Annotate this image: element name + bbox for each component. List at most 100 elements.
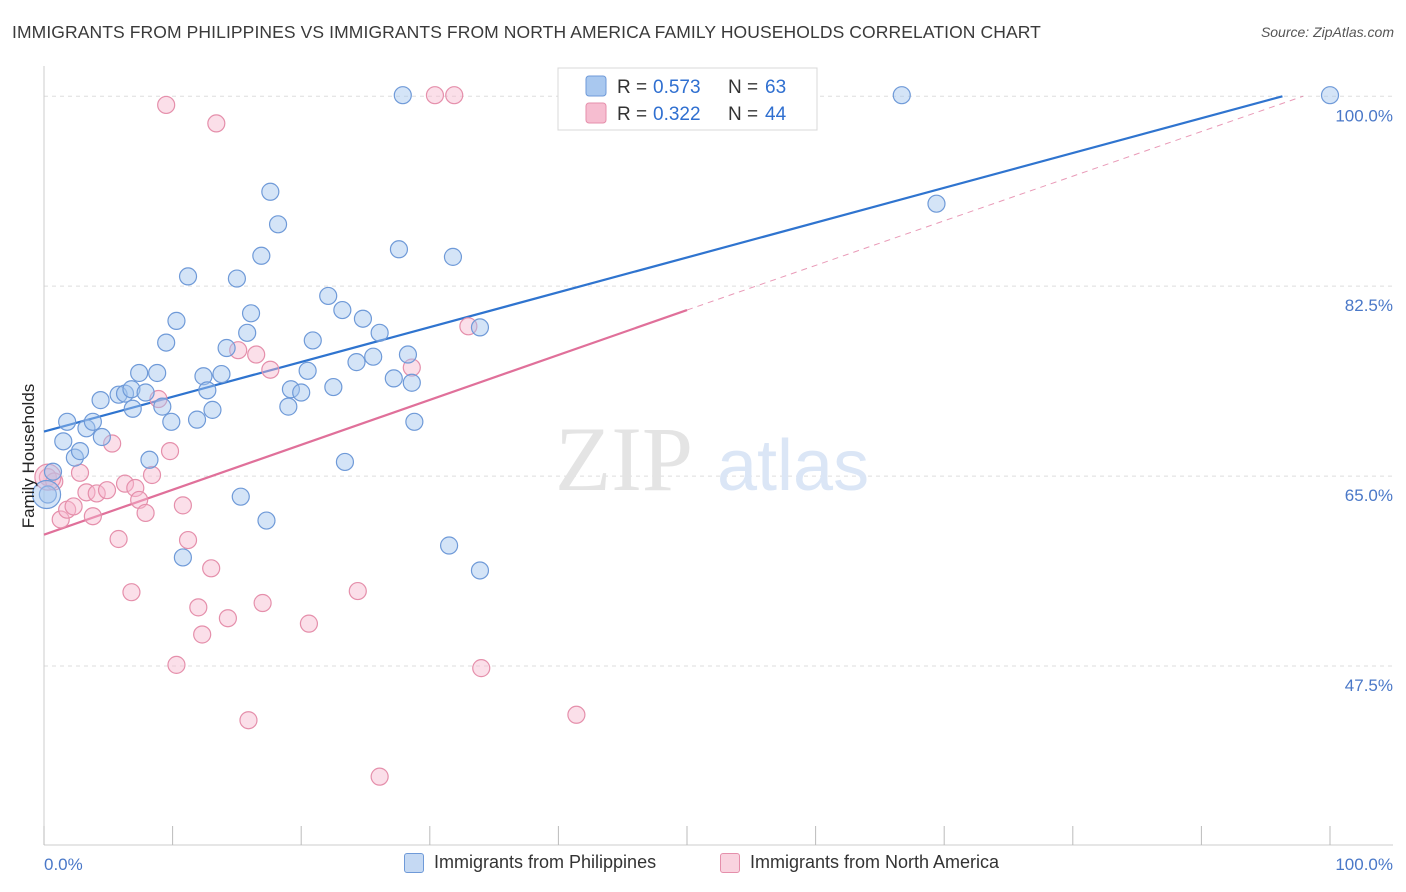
legend-r-value-2: 0.322 <box>653 104 701 125</box>
philippines-point-5 <box>70 442 90 461</box>
philippines-point-39 <box>281 380 301 399</box>
philippines-point-25 <box>194 367 213 386</box>
philippines-point-15 <box>136 383 155 402</box>
north-america-point-38 <box>425 86 445 105</box>
north-america-point-32 <box>253 593 272 613</box>
philippines-point-32 <box>238 323 257 342</box>
bottom-legend-swatch-north-america <box>720 852 740 873</box>
north-america-point-4 <box>64 497 83 516</box>
philippines-point-38 <box>279 397 298 416</box>
north-america-point-12 <box>115 474 135 493</box>
chart-title: IMMIGRANTS FROM PHILIPPINES VS IMMIGRANT… <box>12 22 1041 42</box>
north-america-point-27 <box>207 114 226 133</box>
bottom-legend-label-philippines: Immigrants from Philippines <box>434 852 657 872</box>
legend: R = 0.573 N = 63 R = 0.322 N = 44 <box>557 67 818 131</box>
philippines-point-43 <box>319 286 338 306</box>
series-philippines <box>31 86 1340 580</box>
philippines-point-16 <box>140 450 159 469</box>
north-america-point-7 <box>83 507 102 526</box>
philippines-point-3 <box>58 412 77 431</box>
north-america-point-20 <box>160 442 180 461</box>
philippines-point-18 <box>153 397 172 416</box>
north-america-point-9 <box>97 481 117 500</box>
philippines-point-36 <box>261 182 280 201</box>
legend-r-label-1: R = <box>617 77 647 98</box>
legend-r-label-2: R = <box>617 104 647 125</box>
y-tick-label-3: 47.5% <box>1345 676 1393 695</box>
north-america-point-large <box>34 463 62 491</box>
north-america-point-21 <box>167 655 186 674</box>
philippines-point-34 <box>252 246 271 265</box>
north-america-point-19 <box>157 95 176 115</box>
philippines-point-27 <box>203 400 222 419</box>
legend-n-value-1: 63 <box>765 77 786 98</box>
philippines-point-59 <box>470 561 490 580</box>
legend-n-label-1: N = <box>728 77 758 98</box>
philippines-point-12 <box>122 380 141 399</box>
philippines-point-53 <box>393 86 412 105</box>
philippines-point-57 <box>439 536 459 555</box>
philippines-point-23 <box>178 267 198 286</box>
watermark-zip: ZIP <box>555 408 693 510</box>
north-america-point-2 <box>51 510 70 529</box>
grid <box>44 95 1393 667</box>
philippines-point-52 <box>389 240 409 259</box>
source-label: Source: ZipAtlas.com <box>1260 24 1394 40</box>
philippines-point-54 <box>398 345 418 364</box>
legend-swatch-philippines <box>585 75 607 97</box>
philippines-point-20 <box>162 412 181 431</box>
philippines-point-58 <box>443 247 463 266</box>
philippines-point-35 <box>257 511 276 530</box>
north-america-point-16 <box>136 503 155 523</box>
philippines-point-42 <box>303 331 322 350</box>
y-axis-label: Family Households <box>19 384 38 529</box>
bottom-legend-item-north-america: Immigrants from North America <box>720 852 999 873</box>
north-america-point-28 <box>218 609 237 628</box>
north-america-point-33 <box>261 360 280 379</box>
philippines-point-0 <box>38 485 57 504</box>
north-america-point-30 <box>239 711 258 730</box>
philippines-point-61 <box>892 86 911 105</box>
philippines-point-6 <box>77 419 96 438</box>
bottom-legend-swatch-philippines <box>404 852 424 873</box>
philippines-point-17 <box>148 363 167 383</box>
philippines-point-33 <box>241 304 261 323</box>
north-america-point-26 <box>202 559 221 578</box>
north-america-point-23 <box>178 530 198 550</box>
north-america-point-25 <box>193 625 212 644</box>
north-america-point-11 <box>109 529 128 549</box>
philippines-point-1 <box>43 462 63 481</box>
north-america-point-14 <box>126 478 145 498</box>
north-america-point-8 <box>87 484 106 503</box>
philippines-point-56 <box>405 412 424 431</box>
north-america-point-24 <box>189 598 208 617</box>
bottom-legend-item-philippines: Immigrants from Philippines <box>404 852 656 873</box>
philippines-point-62 <box>927 194 946 213</box>
philippines-point-45 <box>333 300 352 320</box>
legend-r-value-1: 0.573 <box>653 77 701 98</box>
axes <box>43 66 1393 846</box>
philippines-point-28 <box>212 364 231 384</box>
north-america-point-5 <box>70 463 90 482</box>
philippines-point-large <box>31 479 62 510</box>
philippines-point-22 <box>173 548 192 567</box>
bottom-legend: Immigrants from Philippines Immigrants f… <box>0 852 1406 878</box>
philippines-point-21 <box>167 311 186 330</box>
trend-line-philippines <box>43 95 1283 433</box>
philippines-point-55 <box>402 373 421 392</box>
y-tick-label-2: 65.0% <box>1345 486 1393 505</box>
philippines-point-13 <box>123 399 142 418</box>
trend-lines <box>43 95 1304 536</box>
trend-line-north-america <box>43 309 688 536</box>
philippines-point-44 <box>324 377 343 397</box>
legend-n-value-2: 44 <box>765 104 787 125</box>
north-america-point-41 <box>472 659 491 678</box>
philippines-point-48 <box>353 309 373 328</box>
north-america-point-35 <box>348 581 367 601</box>
north-america-point-31 <box>247 345 266 364</box>
north-america-point-17 <box>142 465 162 485</box>
philippines-point-31 <box>231 487 250 506</box>
philippines-point-2 <box>54 432 73 451</box>
north-america-point-42 <box>567 705 586 724</box>
y-tick-labels: 100.0% 82.5% 65.0% 47.5% <box>1335 106 1393 695</box>
